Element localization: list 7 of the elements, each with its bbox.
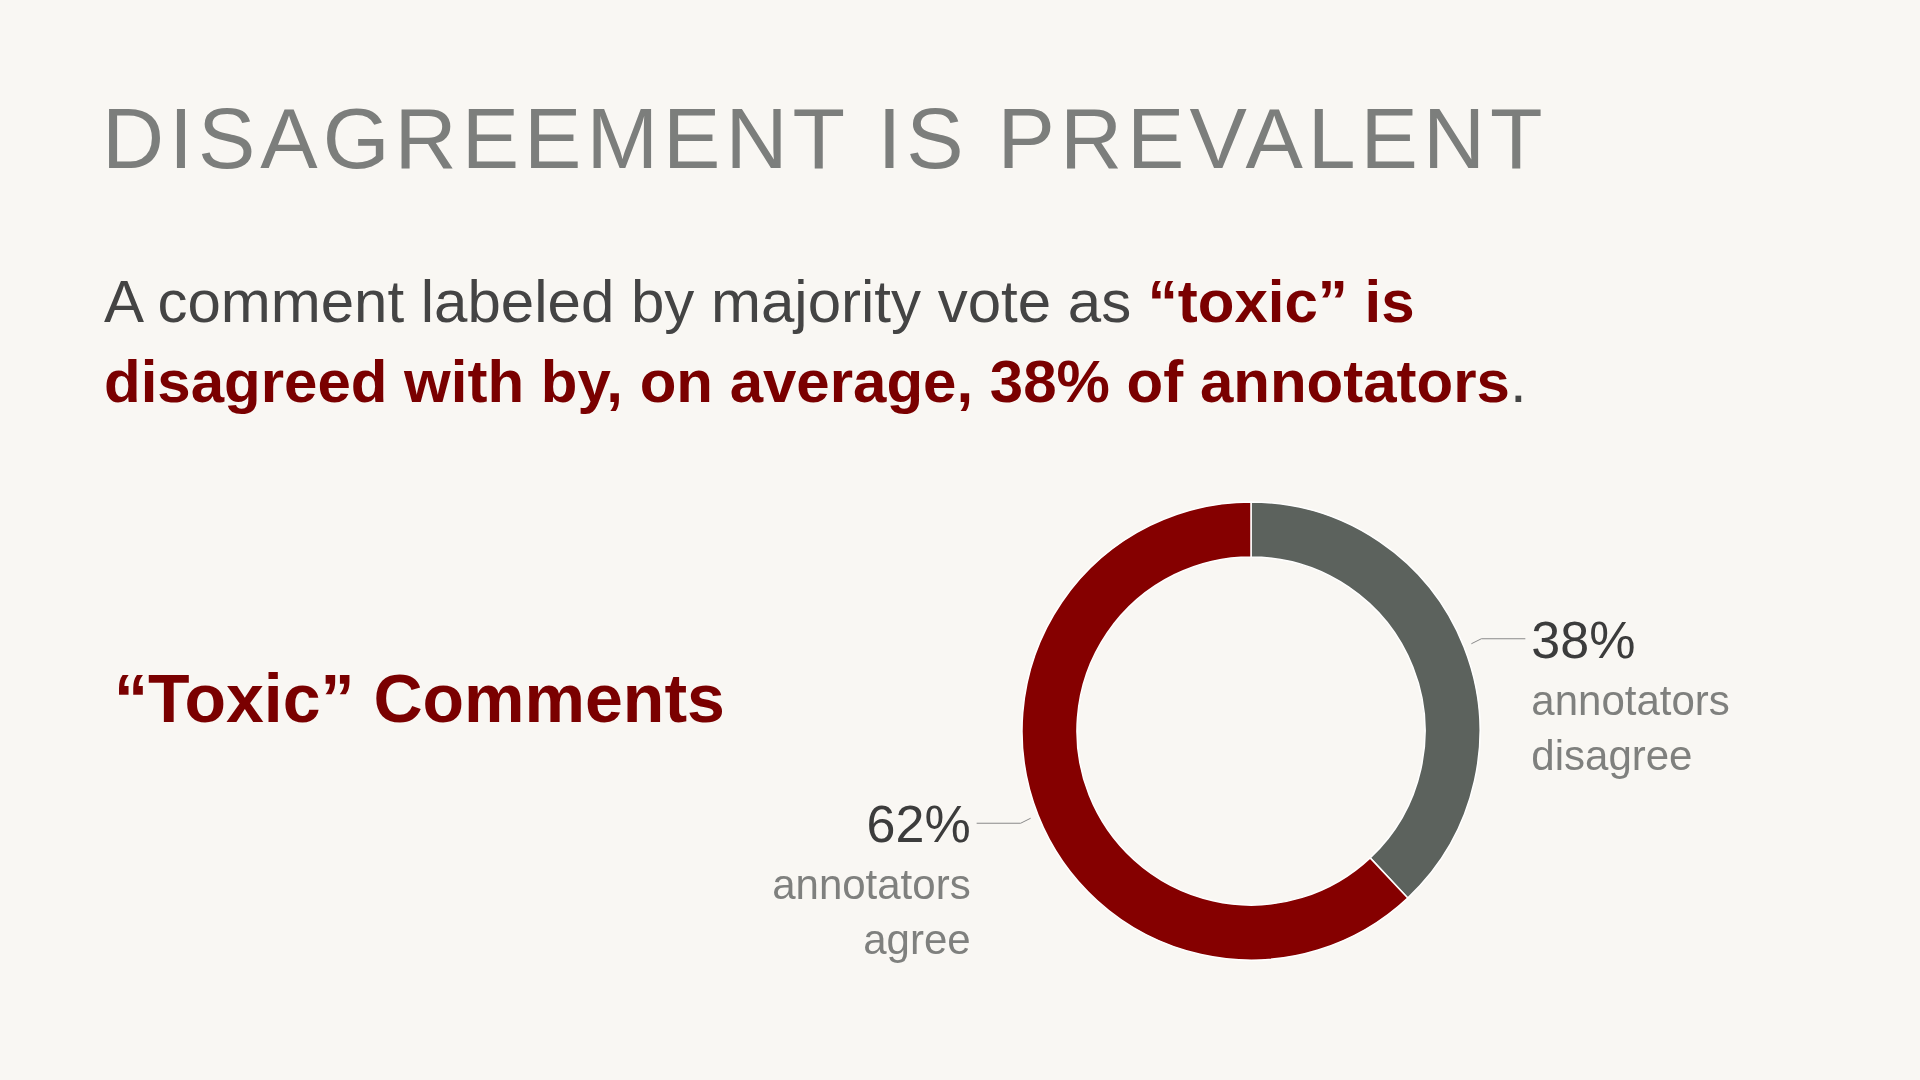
- chart-title: DISAGREEMENT IS PREVALENT: [102, 89, 1548, 188]
- chart-subtitle: A comment labeled by majority vote as “toxic” is disagreed with by, on average, 38% of annotators.: [104, 267, 1528, 417]
- text: “Toxic” Comments: [114, 659, 725, 738]
- slice-label: annotators agree: [772, 861, 971, 964]
- slice-label: annotators disagree: [1531, 676, 1730, 779]
- data-label: 38%: [1531, 610, 1636, 669]
- data-label: 62%: [866, 795, 971, 854]
